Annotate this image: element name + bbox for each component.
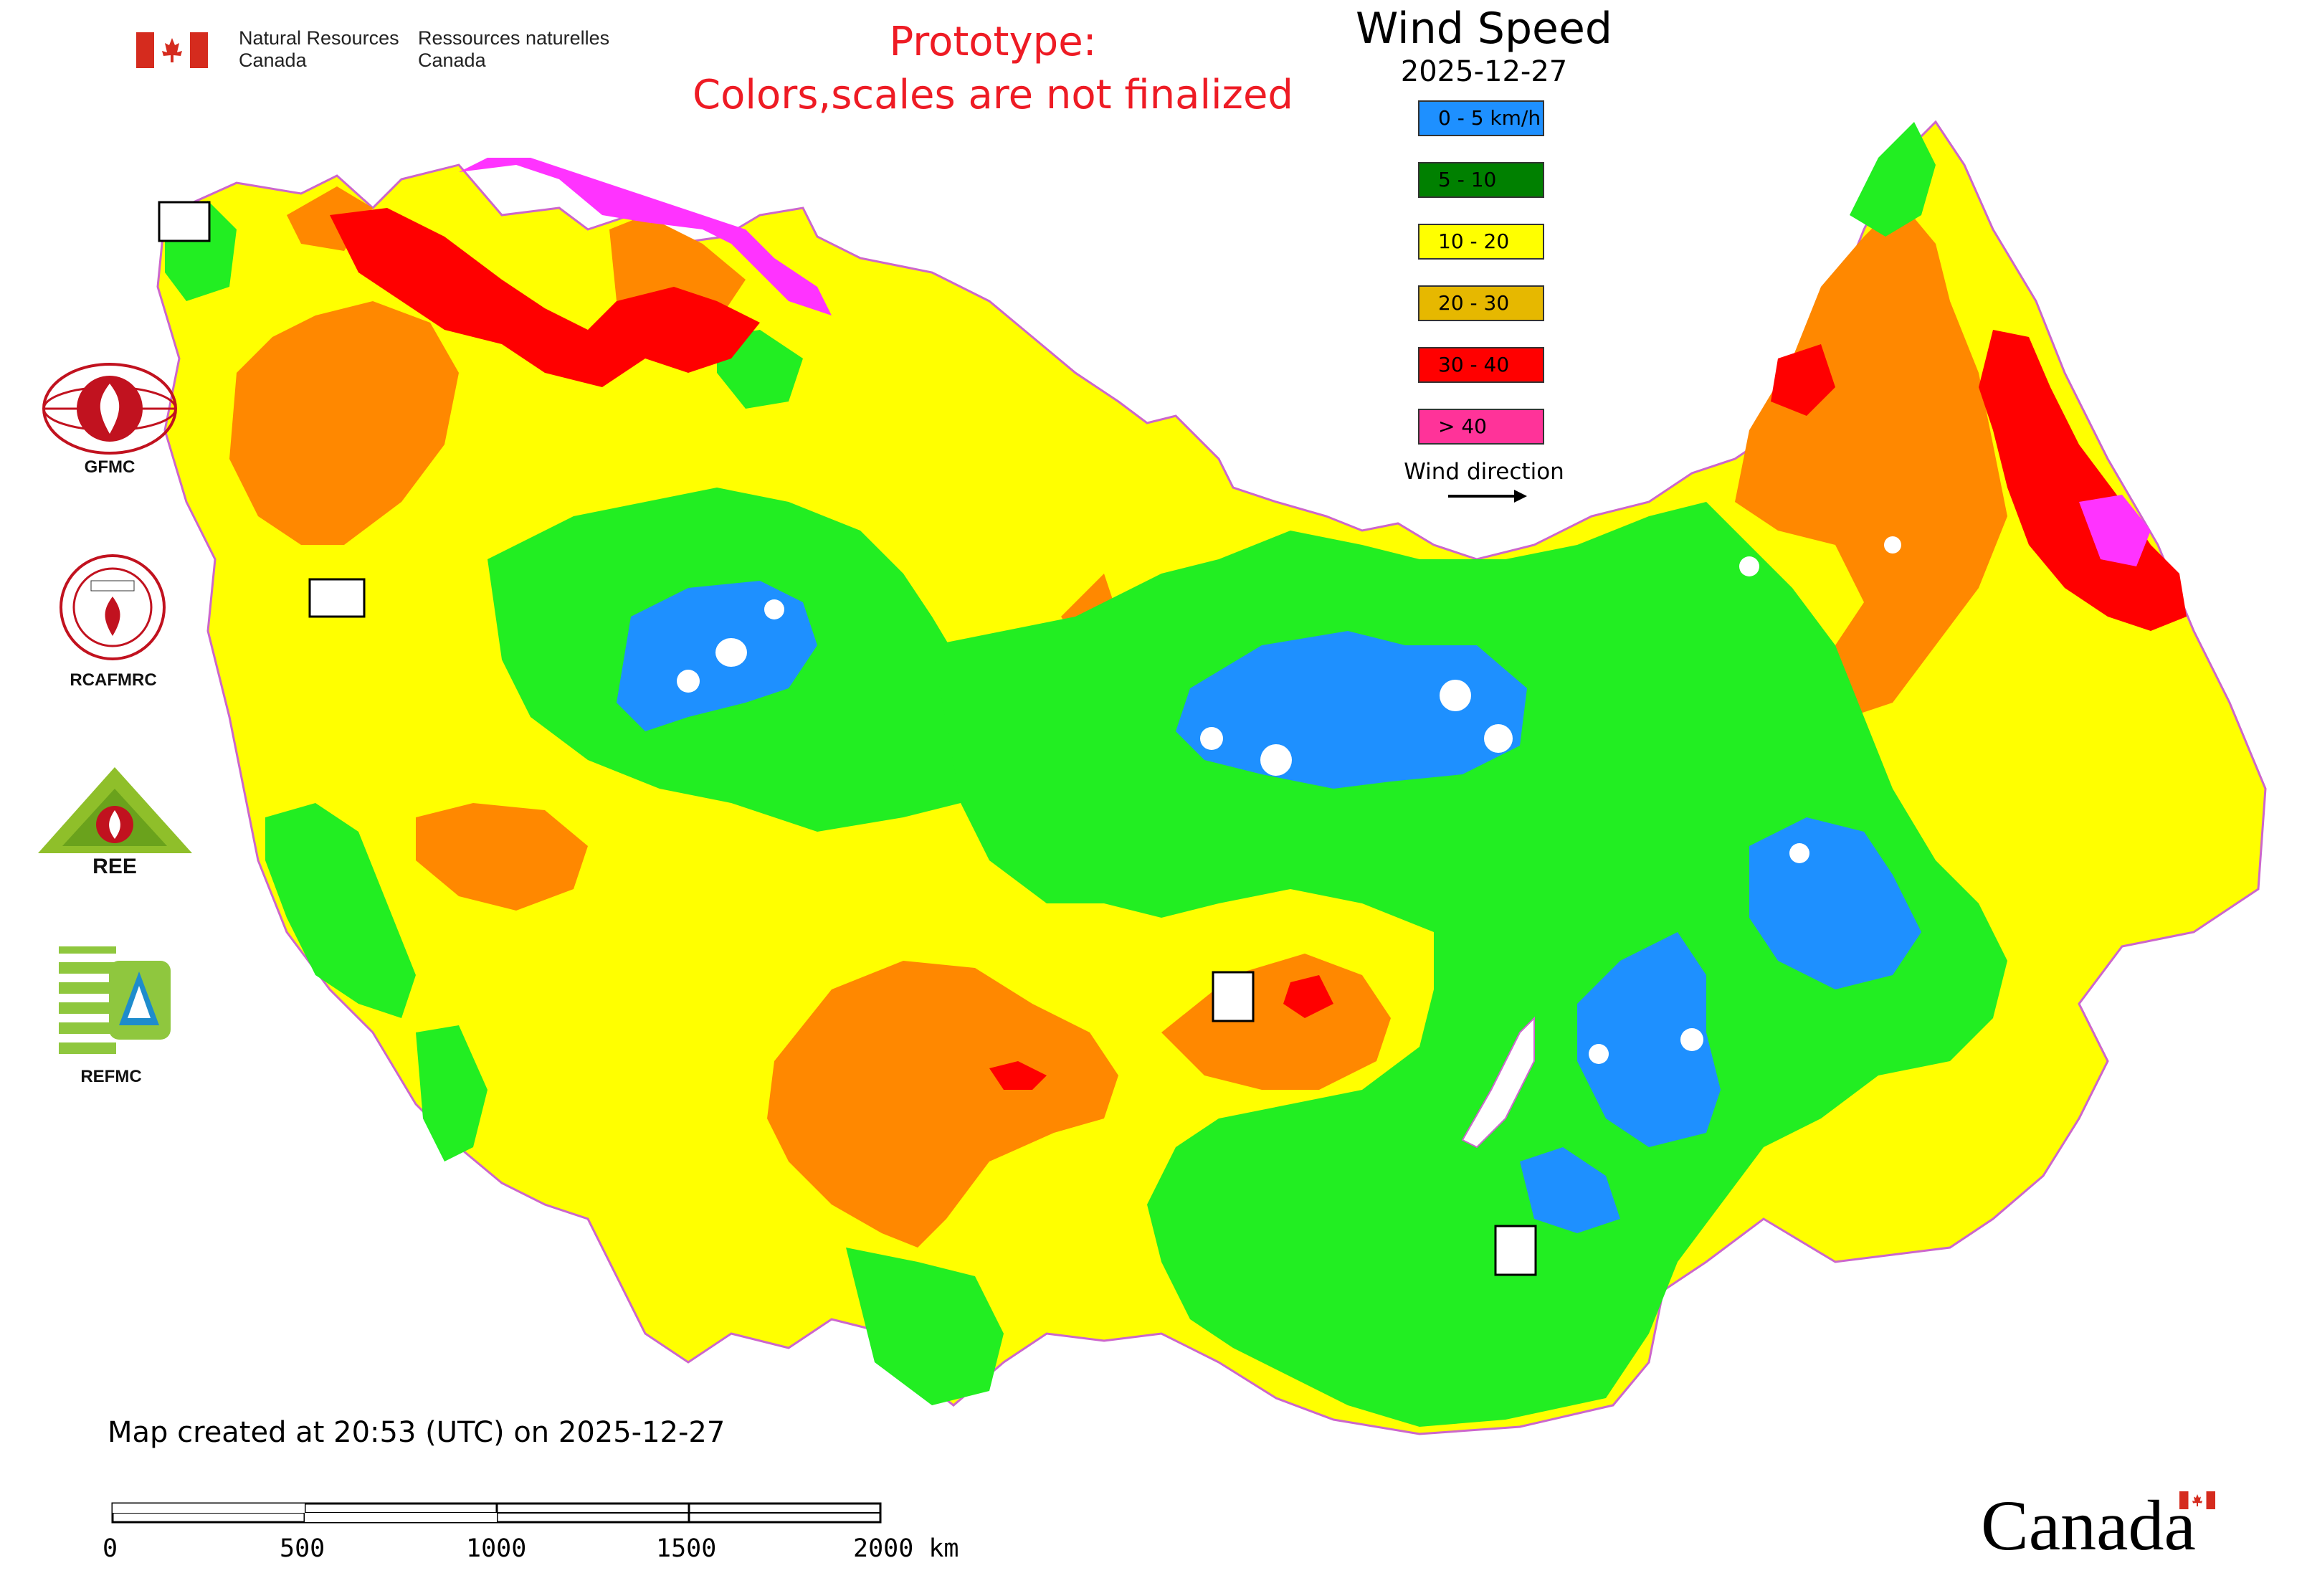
zone-red-chukotka	[1771, 344, 1835, 416]
calm-spot	[1680, 1028, 1703, 1051]
canada-wordmark-flag-icon	[2179, 1491, 2215, 1509]
calm-spot	[1789, 843, 1809, 863]
wind-direction-label: Wind direction	[1404, 459, 1564, 485]
prototype-notice: Prototype: Colors,scales are not finaliz…	[693, 19, 1293, 118]
refmc-logo-icon	[59, 946, 171, 1054]
calm-spot	[1884, 536, 1901, 554]
scale-tick: 0	[103, 1534, 118, 1563]
zone-blue-central-siberia	[1176, 631, 1527, 789]
agency-name-en: Natural Resources Canada	[239, 27, 399, 71]
calm-spot	[677, 670, 700, 693]
zone-blue-trans-baikal	[1520, 1147, 1620, 1233]
legend-swatch-light: 5 - 10	[1418, 162, 1544, 198]
scale-tick: 500	[280, 1534, 325, 1563]
zone-blue-amur	[1749, 817, 1921, 989]
canada-flag-icon	[136, 32, 208, 68]
calm-spot	[1440, 680, 1471, 711]
zone-green-kamchatka-north	[1850, 122, 1936, 237]
scale-bar	[111, 1502, 882, 1524]
zone-orange-kazakh	[767, 961, 1118, 1248]
zone-magenta-north	[459, 158, 832, 315]
rcafmrc-logo-icon	[60, 554, 166, 660]
legend-swatch-calm: 0 - 5 km/h	[1418, 100, 1544, 136]
wind-direction-arrow-icon	[1448, 490, 1527, 503]
scale-tick: 1500	[656, 1534, 717, 1563]
calm-spot	[1200, 727, 1223, 750]
calm-spot	[1589, 1044, 1609, 1064]
scale-tick: 2000 km	[853, 1534, 959, 1563]
reefmc-logo-icon: REE	[38, 767, 192, 878]
zone-green-caucasus	[416, 1025, 487, 1162]
zone-red-barents	[330, 208, 760, 387]
scale-tick: 1000	[466, 1534, 527, 1563]
zone-orange-west	[229, 301, 459, 545]
gfmc-logo-icon	[42, 363, 177, 455]
legend-title: Wind Speed	[1356, 4, 1612, 54]
zone-orange-volga	[416, 803, 588, 911]
map-marker-rcafmrc	[1494, 1225, 1537, 1276]
zone-orange-fareast	[1735, 201, 2007, 717]
calm-spot	[1739, 556, 1759, 576]
gfmc-label: GFMC	[84, 457, 135, 477]
map-created-timestamp: Map created at 20:53 (UTC) on 2025-12-27	[108, 1416, 726, 1449]
calm-spot	[764, 599, 784, 619]
zone-blue-baikal	[1577, 932, 1721, 1147]
map-marker-reefmc	[308, 578, 366, 618]
map-marker-gfmc	[158, 201, 211, 242]
legend-swatch-strong: 30 - 40	[1418, 347, 1544, 383]
calm-spot	[1484, 724, 1513, 753]
map-marker-refmc	[1212, 971, 1255, 1022]
zone-red-kazakh-spot	[989, 1061, 1047, 1090]
zone-magenta-kamchatka	[2079, 495, 2151, 566]
agency-name-fr: Ressources naturelles Canada	[418, 27, 610, 71]
rcafmrc-label: RCAFMRC	[70, 670, 157, 690]
legend-swatch-moderate: 10 - 20	[1418, 224, 1544, 260]
zone-green-tien-shan	[846, 1248, 1004, 1405]
legend-swatch-gale: > 40	[1418, 409, 1544, 445]
svg-text:REE: REE	[92, 855, 137, 878]
calm-spot	[715, 638, 747, 667]
calm-spot	[1260, 744, 1292, 776]
baikal-lake	[1461, 1016, 1535, 1149]
canada-wordmark: Canada	[1981, 1486, 2196, 1565]
refmc-label: REFMC	[80, 1067, 142, 1086]
zone-green-ukraine	[265, 803, 416, 1018]
zone-red-altai-spot	[1283, 975, 1333, 1018]
legend-swatch-fresh: 20 - 30	[1418, 285, 1544, 321]
legend-date: 2025-12-27	[1400, 55, 1568, 88]
